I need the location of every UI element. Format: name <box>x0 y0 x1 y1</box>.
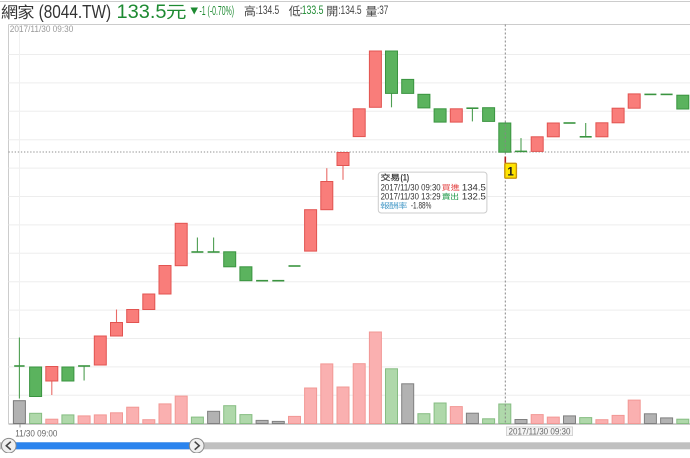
svg-text:2017/11/30 09:30: 2017/11/30 09:30 <box>381 182 441 192</box>
svg-text::37: :37 <box>377 5 388 17</box>
svg-text:2017/11/30 13:29: 2017/11/30 13:29 <box>381 191 441 201</box>
svg-text:11/30 09:00: 11/30 09:00 <box>15 429 57 440</box>
svg-text:133.5: 133.5 <box>117 1 167 23</box>
svg-text:(1): (1) <box>401 173 410 183</box>
svg-text:132.5: 132.5 <box>462 191 486 201</box>
svg-text:2017/11/30 09:30: 2017/11/30 09:30 <box>509 426 571 436</box>
svg-text:1: 1 <box>507 166 514 178</box>
svg-text::134.5: :134.5 <box>338 5 361 17</box>
svg-text:133.5: 133.5 <box>302 5 324 17</box>
svg-text:(8044.TW): (8044.TW) <box>39 1 112 22</box>
svg-text:134.5: 134.5 <box>462 182 486 192</box>
svg-text::: : <box>300 5 303 17</box>
svg-text::134.5: :134.5 <box>256 5 279 17</box>
svg-text:2017/11/30 09:30: 2017/11/30 09:30 <box>10 24 74 34</box>
svg-text:-1.88%: -1.88% <box>411 201 432 211</box>
svg-text:-1 (-0.70%): -1 (-0.70%) <box>200 4 235 18</box>
